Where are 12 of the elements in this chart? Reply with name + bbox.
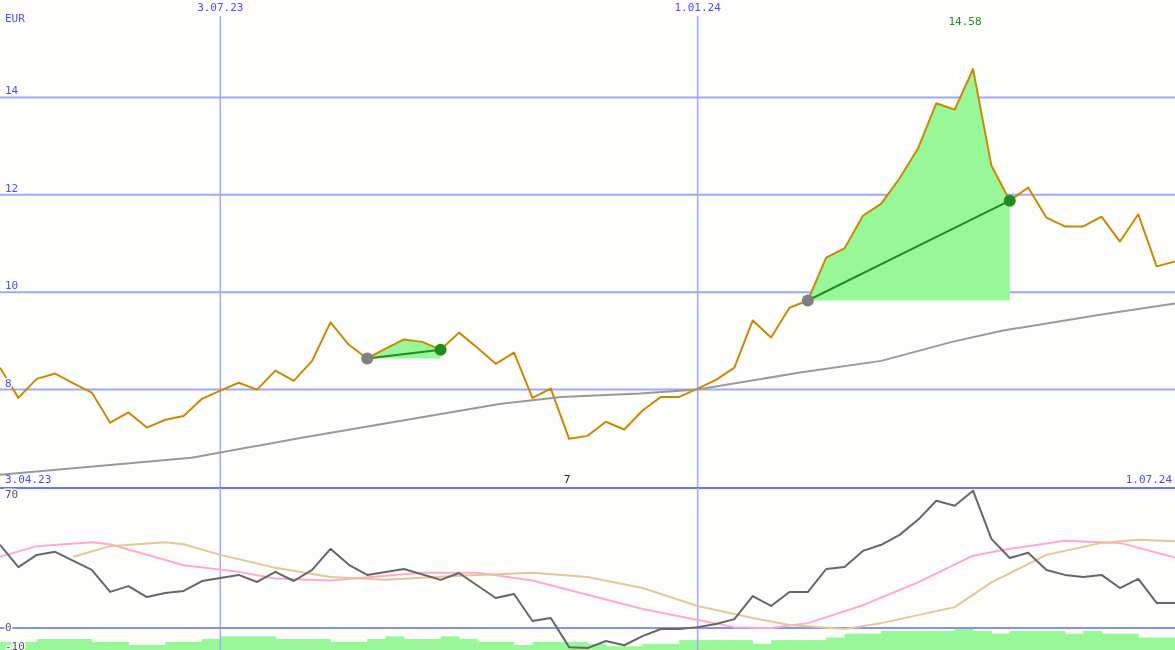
annotation: 1.07.24 xyxy=(1125,473,1173,486)
y-tick-label: 10 xyxy=(5,279,19,293)
y-tick-label: 14 xyxy=(5,84,19,98)
annotation: 14.58 xyxy=(948,15,982,28)
x-tick-label: 3.07.23 xyxy=(197,1,244,14)
annotation: 7 xyxy=(563,473,571,486)
y-tick-label: 70 xyxy=(5,487,19,501)
annotation: 3.04.23 xyxy=(5,473,52,486)
x-tick-label: 1.01.24 xyxy=(674,1,722,14)
y-axis-title: EUR xyxy=(5,12,26,25)
y-tick-label: -10 xyxy=(5,640,25,650)
y-tick-label: 12 xyxy=(5,181,19,195)
